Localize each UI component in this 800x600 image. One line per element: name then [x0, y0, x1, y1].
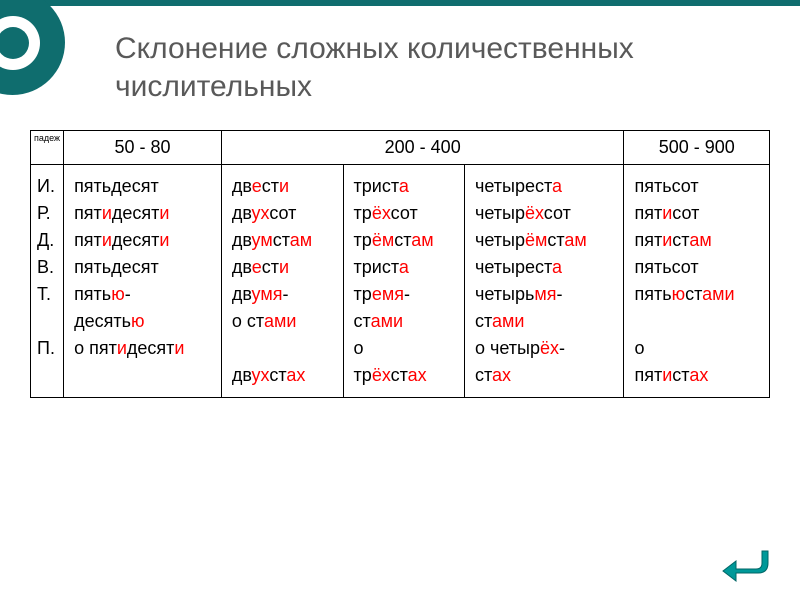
col-200c: четырестачетырёхсотчетырёмстамчетырестач… — [464, 165, 624, 398]
return-button[interactable] — [720, 543, 775, 585]
range-50-80: 50 - 80 — [64, 131, 222, 165]
case-labels: И.Р.Д.В.Т. П. — [31, 165, 64, 398]
page-title: Склонение сложных количественных числите… — [115, 30, 800, 105]
col-50: пятьдесятпятидесятипятидесятипятьдесятпя… — [64, 165, 222, 398]
range-200-400: 200 - 400 — [221, 131, 624, 165]
col-200b: тристатрёхсоттрёмстамтристатремя-стамиот… — [343, 165, 464, 398]
range-500-900: 500 - 900 — [624, 131, 770, 165]
accent-bar — [0, 0, 800, 6]
return-arrow-icon — [720, 543, 775, 585]
decorative-circles — [0, 0, 65, 95]
declension-table: падеж 50 - 80 200 - 400 500 - 900 И.Р.Д.… — [30, 130, 770, 398]
col-500: пятьсотпятисотпятистампятьсотпятьюстами … — [624, 165, 770, 398]
col-200a: двестидвухсотдвумстамдвестидвумя-о стами… — [221, 165, 343, 398]
case-header-cell: падеж — [31, 131, 64, 165]
